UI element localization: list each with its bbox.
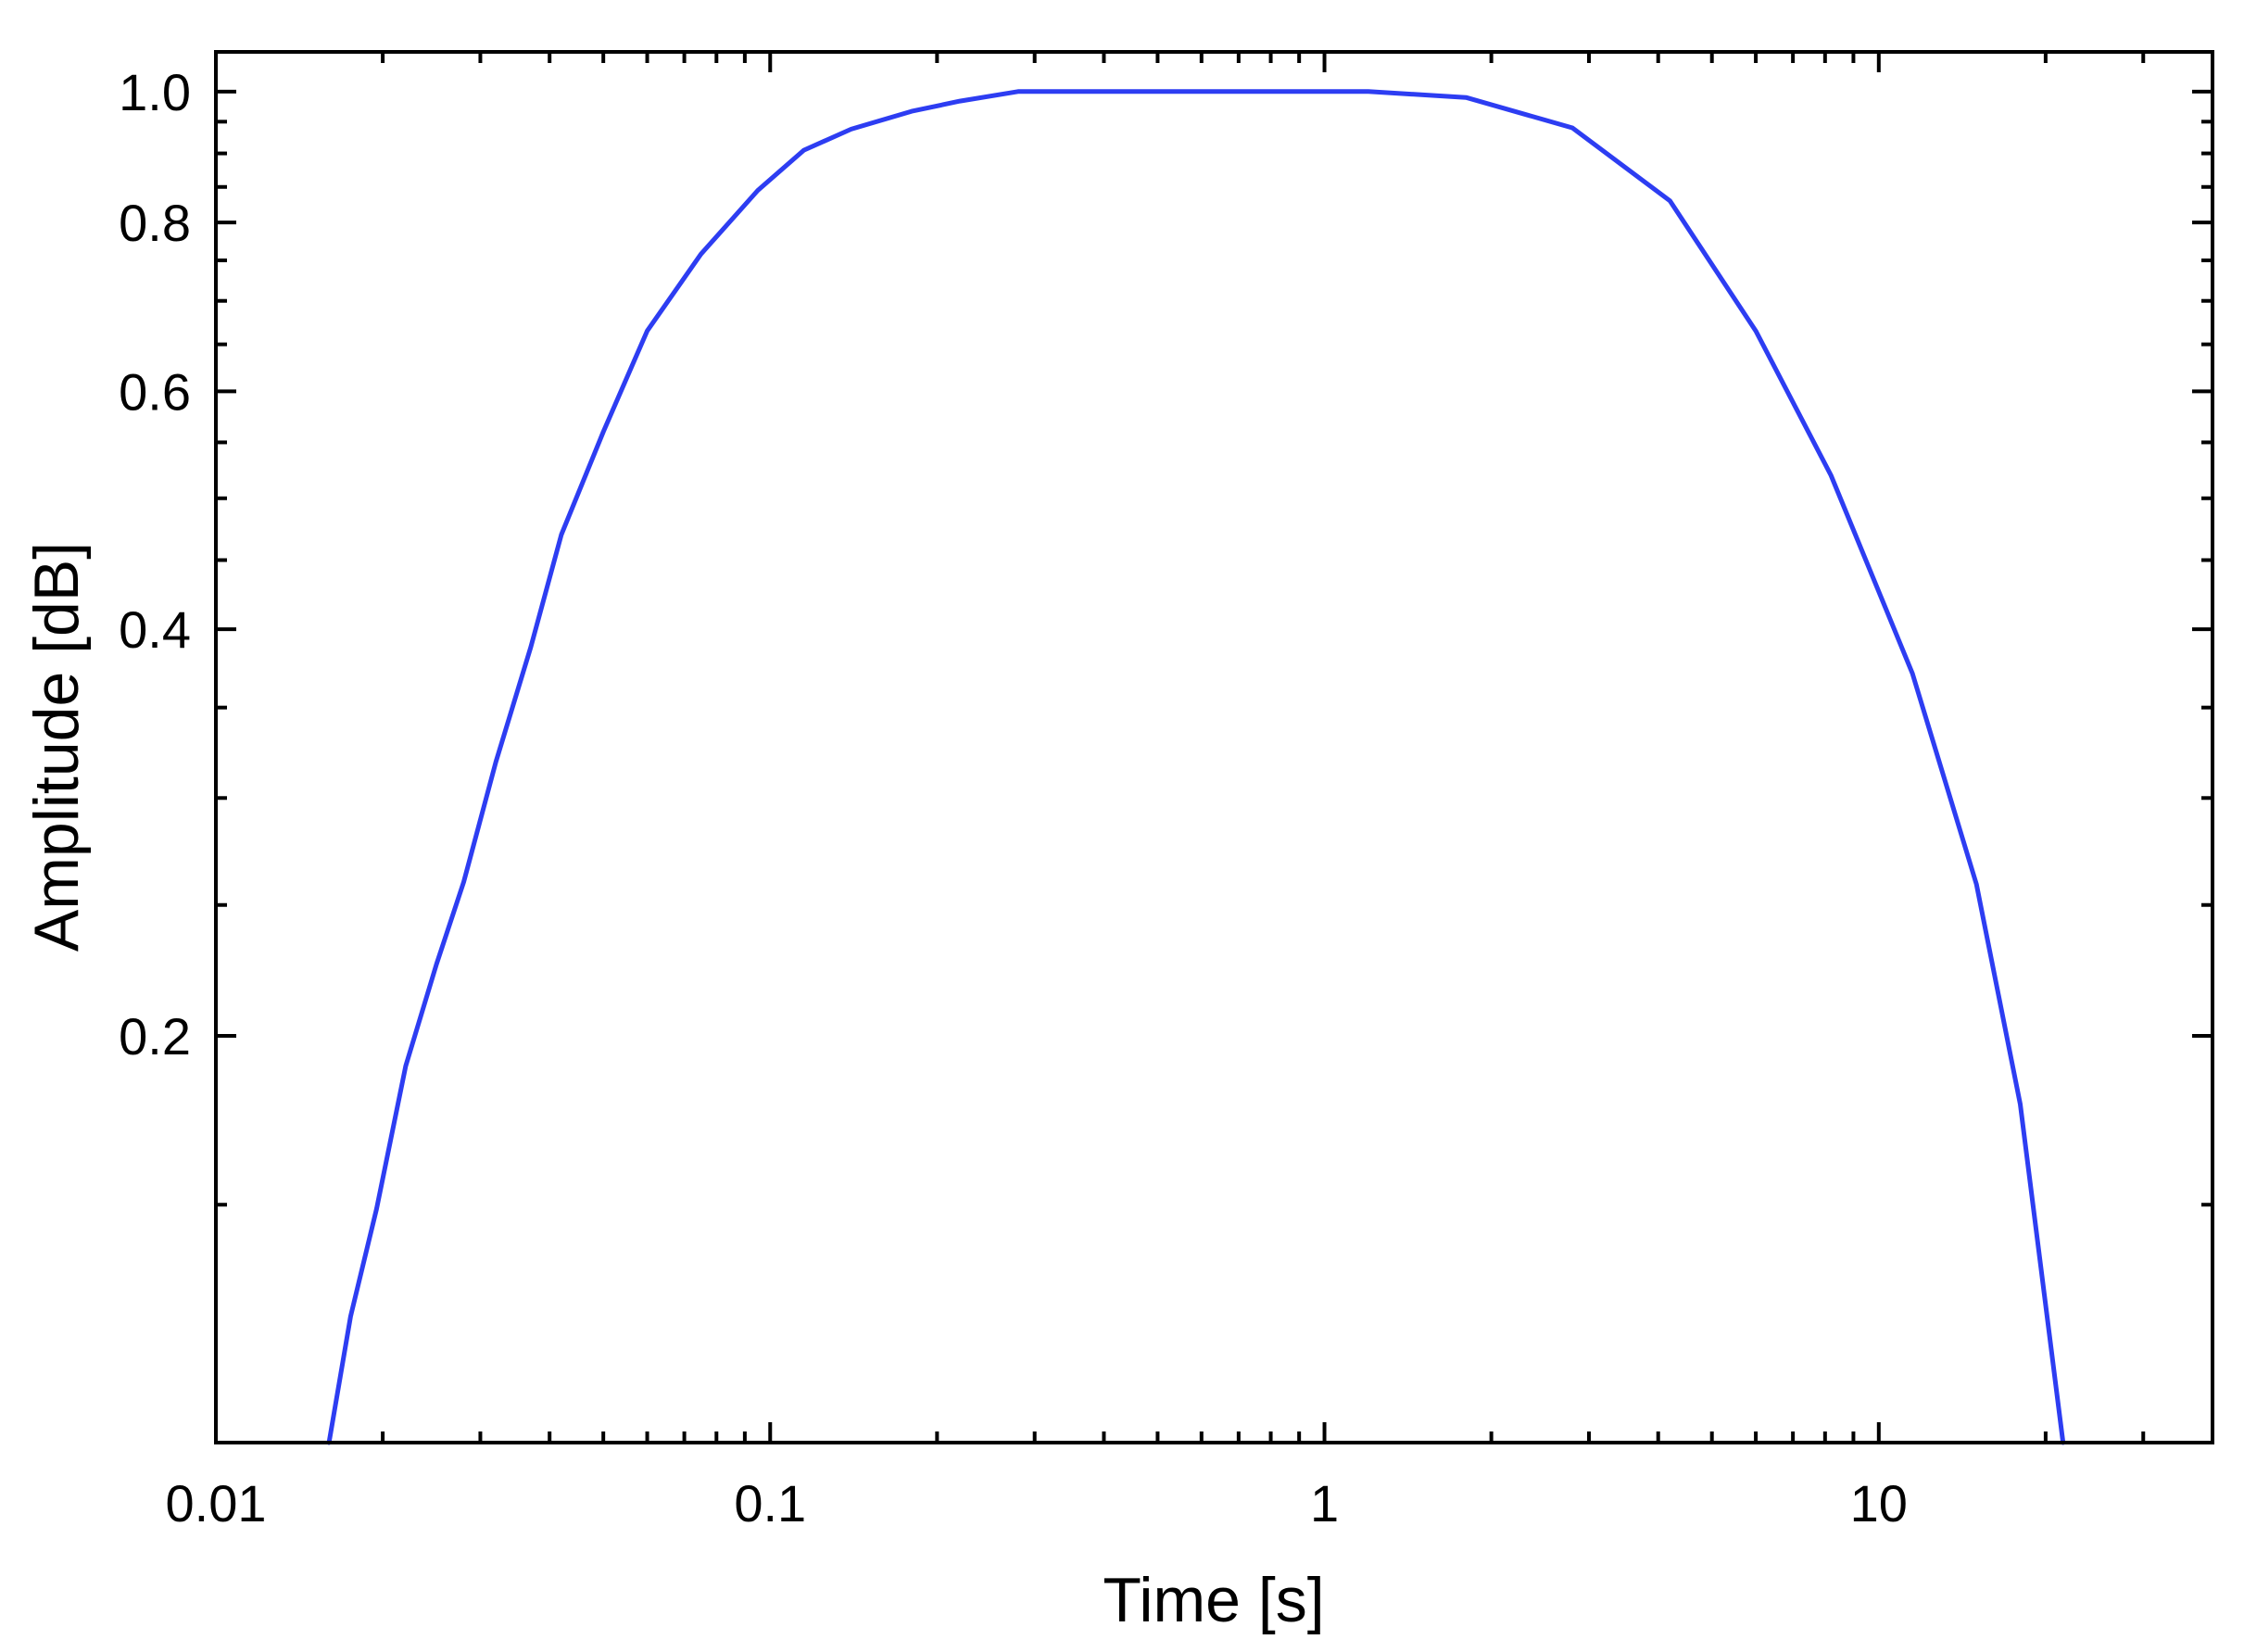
label-layer: 0.01 0.1 1 10 0.2 0.4 0.6 0.8 1.0 — [119, 63, 1908, 1532]
x-tick-label: 1 — [1310, 1474, 1339, 1532]
y-tick-label: 0.6 — [119, 362, 191, 421]
y-tick-label: 0.2 — [119, 1007, 191, 1066]
series-line-1 — [326, 89, 2066, 1445]
y-axis-label: Amplitude [dB] — [21, 542, 92, 952]
y-tick-label: 0.4 — [119, 600, 191, 659]
x-tick-label: 0.1 — [734, 1474, 806, 1532]
x-tick-label: 10 — [1850, 1474, 1908, 1532]
x-tick-label: 0.01 — [166, 1474, 267, 1532]
plot-layer — [326, 89, 2066, 1445]
plot-frame — [214, 50, 2214, 1444]
x-axis-label: Time [s] — [1103, 1565, 1324, 1635]
y-tick-label: 0.8 — [119, 194, 191, 252]
y-tick-label: 1.0 — [119, 63, 191, 121]
